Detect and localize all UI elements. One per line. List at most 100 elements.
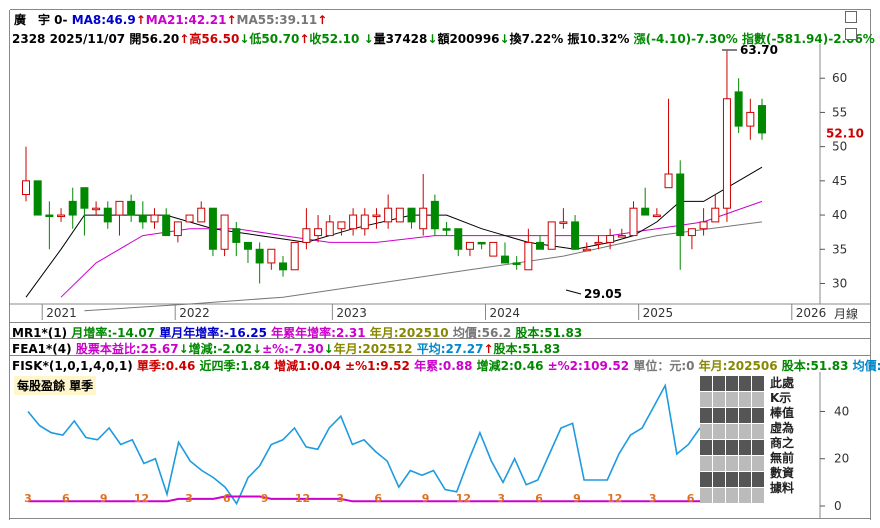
candle-body (582, 248, 591, 252)
watermark-cell (739, 424, 751, 439)
title-segment: ↑ (317, 13, 328, 27)
watermark-char: 虛為 (770, 421, 795, 435)
candle-body (699, 221, 708, 230)
candle-body (547, 221, 556, 250)
settings-icon[interactable] (845, 28, 857, 40)
candle-body (290, 241, 299, 271)
watermark-cell (752, 456, 764, 471)
candle-body (524, 241, 533, 271)
candle-body (138, 214, 147, 223)
candle-body (489, 241, 498, 257)
watermark-cell (700, 456, 712, 471)
x-tick-label: 2022 (179, 306, 210, 320)
watermark-cell (739, 472, 751, 487)
info-segment: 額200996 (437, 32, 500, 46)
indicator-fea1: FEA1*(4) 股票本益比:25.67↓增減:-2.02↓±%:-7.30↓年… (12, 340, 560, 357)
info-segment: ↑ (299, 32, 310, 46)
x-tick-label: 2026 (796, 306, 827, 320)
quarter-label: 12 (134, 492, 149, 505)
watermark-cell (739, 408, 751, 423)
watermark-char: 商之 (770, 436, 795, 450)
candle-body (384, 207, 393, 223)
separator (10, 355, 871, 356)
candle-body (302, 228, 311, 243)
indicator-segment: ↓ (252, 342, 263, 356)
info-segment: ↓ (363, 32, 374, 46)
candle-body (617, 235, 626, 238)
watermark-cell (752, 408, 764, 423)
watermark-char: 此處 (770, 376, 795, 390)
title-segment: MA8:46.9 (67, 13, 136, 27)
indicator-segment: 年月:202510 (369, 326, 453, 340)
watermark-char: 數資 (770, 466, 795, 480)
y-tick-label: 20 (834, 452, 849, 466)
indicator-segment: 股本:51.83 (515, 326, 583, 340)
candle-body (255, 248, 264, 264)
candle-body (629, 207, 638, 237)
watermark-cell (700, 472, 712, 487)
frame-left (9, 10, 10, 520)
watermark-cell (726, 424, 738, 439)
watermark-cell (752, 424, 764, 439)
indicator-segment: ±%2:109.52 (547, 359, 634, 373)
candle-body (92, 207, 101, 211)
info-segment: 振10.32% (567, 32, 634, 46)
quarter-label: 6 (687, 492, 695, 505)
info-segment: 換7.22% (509, 32, 568, 46)
indicator-segment: FEA1*(4) (12, 342, 76, 356)
candle-body (68, 200, 77, 216)
title-segment: MA21:42.21 (145, 13, 227, 27)
quarter-label: 6 (62, 492, 70, 505)
watermark-cell (726, 488, 738, 503)
quarter-label: 9 (261, 492, 269, 505)
candle-body (208, 207, 217, 250)
indicator-segment: 年累:0.88 (414, 359, 477, 373)
watermark-cell (700, 440, 712, 455)
quarter-label: 3 (497, 492, 505, 505)
indicator-segment: 年累年增率:2.31 (271, 326, 370, 340)
title-segment: MA55:39.11 (236, 13, 318, 27)
candle-body (419, 207, 428, 230)
info-segment: ↓ (239, 32, 250, 46)
candle-body (115, 200, 124, 216)
title-line: 廣 宇 0- MA8:46.9↑MA21:42.21↑MA55:39.11↑ (14, 11, 327, 28)
candle-body (360, 214, 369, 230)
indicator-segment: FISK*(1,0,1,4,0,1) (12, 359, 137, 373)
candle-body (711, 207, 720, 223)
candlestick-chart: 30 35 40 45 50 55 60 2021 2022 2023 2024 2025 2026 月線… (10, 44, 870, 321)
watermark-cell (713, 488, 725, 503)
candle-body (395, 207, 404, 223)
indicator-segment: MR1*(1) (12, 326, 72, 340)
quarter-label: 12 (295, 492, 310, 505)
candle-body (197, 207, 206, 223)
watermark-cell (726, 472, 738, 487)
candle-body (57, 214, 66, 218)
candle-body (325, 221, 334, 237)
indicator-segment: 年月:202512 (333, 342, 417, 356)
watermark-cell (726, 440, 738, 455)
frame-bottom (10, 518, 871, 519)
candle-body (746, 111, 755, 127)
candle-body (22, 180, 30, 196)
last-price-label: 52.10 (826, 126, 864, 140)
watermark-cell (700, 488, 712, 503)
candle-body (734, 91, 743, 127)
indicator-segment: ±%1:9.52 (345, 359, 415, 373)
indicator-segment: 單位：元:0 (633, 359, 699, 373)
candle-body (676, 173, 685, 237)
info-segment: ↓ (499, 32, 510, 46)
candle-body (454, 228, 463, 250)
candle-body (407, 207, 416, 223)
indicator-segment: 股本:51.83 (493, 342, 561, 356)
indicator-segment: 股本:51.83 (781, 359, 853, 373)
maximize-icon[interactable] (845, 11, 857, 23)
frame-right (870, 10, 871, 520)
y-tick-label: 35 (832, 242, 847, 256)
watermark-cell (713, 456, 725, 471)
candle-body (536, 241, 545, 250)
quarter-label: 3 (337, 492, 345, 505)
candle-body (664, 173, 673, 189)
candle-body (220, 214, 229, 250)
candle-body (465, 241, 474, 250)
watermark-cell (713, 440, 725, 455)
